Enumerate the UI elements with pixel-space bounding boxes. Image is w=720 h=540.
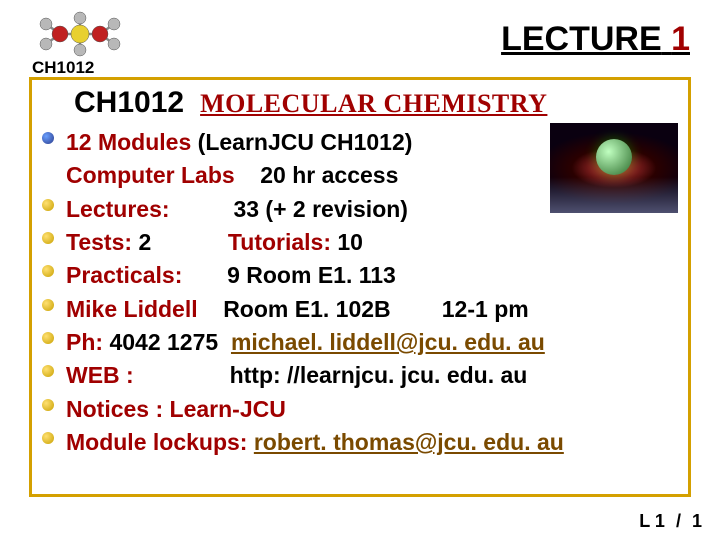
lecture-label: LECTURE <box>501 20 662 58</box>
list-item: Notices : Learn-JCU <box>42 393 678 426</box>
title-code: CH1012 <box>74 86 184 120</box>
bullet-black-text: Room E1. 102B 12-1 pm <box>198 296 529 322</box>
lecture-header: LECTURE 1 <box>501 20 690 59</box>
bullet-red-text: Lectures: <box>66 196 170 222</box>
list-item: WEB : http: //learnjcu. jcu. edu. au <box>42 359 678 392</box>
bullet-black-text: (LearnJCU CH1012) <box>191 129 412 155</box>
course-code-label: CH1012 <box>32 58 94 78</box>
bullet-red-text: Ph: <box>66 329 109 355</box>
bullet-black-text: 9 Room E1. 113 <box>182 262 395 288</box>
bullet-red-text: 12 Modules <box>66 129 191 155</box>
list-item: 12 Modules (LearnJCU CH1012) <box>42 126 678 159</box>
bullet-link[interactable]: michael. liddell@jcu. edu. au <box>231 329 545 355</box>
list-item: Practicals: 9 Room E1. 113 <box>42 259 678 292</box>
bullet-red-text: WEB : <box>66 362 134 388</box>
bullet-dot-icon <box>42 365 54 377</box>
bullet-black-text: 2 <box>138 229 227 255</box>
bullet-red-text: Module lockups: <box>66 429 254 455</box>
bullet-red-text: Practicals: <box>66 262 182 288</box>
content-frame: CH1012 MOLECULAR CHEMISTRY 12 Modules (L… <box>30 78 690 496</box>
bullet-dot-icon <box>42 332 54 344</box>
bullet-dot-icon <box>42 232 54 244</box>
bullet-red-text: Tests: <box>66 229 138 255</box>
bullet-list: 12 Modules (LearnJCU CH1012)Computer Lab… <box>42 126 678 459</box>
list-item: Ph: 4042 1275 michael. liddell@jcu. edu.… <box>42 326 678 359</box>
course-title-row: CH1012 MOLECULAR CHEMISTRY <box>74 86 678 120</box>
footer: L 1 / 1 <box>639 511 702 532</box>
bullet-red-text: Computer Labs <box>66 162 235 188</box>
molecule-diagram <box>30 8 130 60</box>
bullet-black-text: http: //learnjcu. jcu. edu. au <box>134 362 528 388</box>
bullet-black-text: 33 (+ 2 revision) <box>170 196 408 222</box>
lecture-number: 1 <box>671 20 690 58</box>
list-item: Tests: 2 Tutorials: 10 <box>42 226 678 259</box>
list-item: Lectures: 33 (+ 2 revision) <box>42 193 678 226</box>
bullet-dot-icon <box>42 199 54 211</box>
list-item: Mike Liddell Room E1. 102B 12-1 pm <box>42 293 678 326</box>
bullet-red-text: Notices : Learn-JCU <box>66 396 286 422</box>
bullet-dot-icon <box>42 132 54 144</box>
bullet-dot-icon <box>42 432 54 444</box>
bullet-link[interactable]: robert. thomas@jcu. edu. au <box>254 429 564 455</box>
list-item: Computer Labs 20 hr access <box>42 159 678 192</box>
bullet-dot-icon <box>42 265 54 277</box>
list-item: Module lockups: robert. thomas@jcu. edu.… <box>42 426 678 459</box>
footer-page: 1 <box>692 511 702 531</box>
bullet-dot-icon <box>42 299 54 311</box>
bullet-black-text: 20 hr access <box>235 162 399 188</box>
bullet-black-text: 4042 1275 <box>109 329 231 355</box>
bullet-red-text: Tutorials: <box>228 229 337 255</box>
footer-sep: / <box>676 511 681 531</box>
bullet-red-text: Mike Liddell <box>66 296 198 322</box>
footer-lecture: L 1 <box>639 511 665 531</box>
title-name: MOLECULAR CHEMISTRY <box>200 89 547 119</box>
bullet-dot-icon <box>42 399 54 411</box>
bullet-black-text: 10 <box>337 229 363 255</box>
